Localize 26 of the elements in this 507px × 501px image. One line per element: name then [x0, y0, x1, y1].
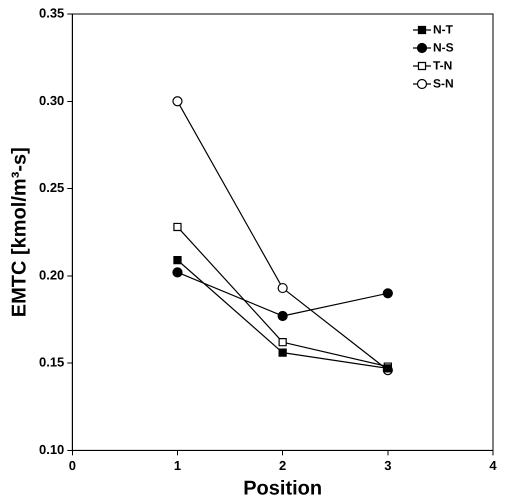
point	[382, 288, 393, 298]
x-tick-label: 1	[174, 458, 182, 473]
point	[173, 222, 182, 232]
y-tick-label: 0.30	[38, 92, 64, 108]
y-tick-label: 0.20	[38, 267, 64, 282]
legend-label: N-T	[433, 22, 454, 36]
legend-label: N-S	[433, 40, 454, 54]
legend-label: S-N	[433, 76, 454, 90]
y-tick-label: 0.10	[38, 442, 64, 457]
y-tick-label: 0.25	[38, 180, 64, 196]
x-axis-title: Position	[243, 478, 322, 500]
y-axis-title: EMTC [kmol/m³-s]	[8, 147, 31, 318]
y-tick-label: 0.15	[38, 354, 64, 370]
point	[278, 282, 288, 294]
x-tick-label: 4	[489, 458, 498, 473]
legend-label: T-N	[433, 58, 452, 72]
point	[278, 348, 287, 357]
point	[278, 338, 287, 346]
x-tick-label: 2	[279, 458, 286, 473]
point	[172, 267, 183, 278]
point	[173, 256, 182, 264]
point	[278, 310, 288, 322]
x-tick-label: 3	[384, 458, 392, 473]
y-tick-label: 0.35	[38, 6, 64, 21]
point	[172, 96, 183, 106]
x-tick-label: 0	[68, 458, 76, 473]
